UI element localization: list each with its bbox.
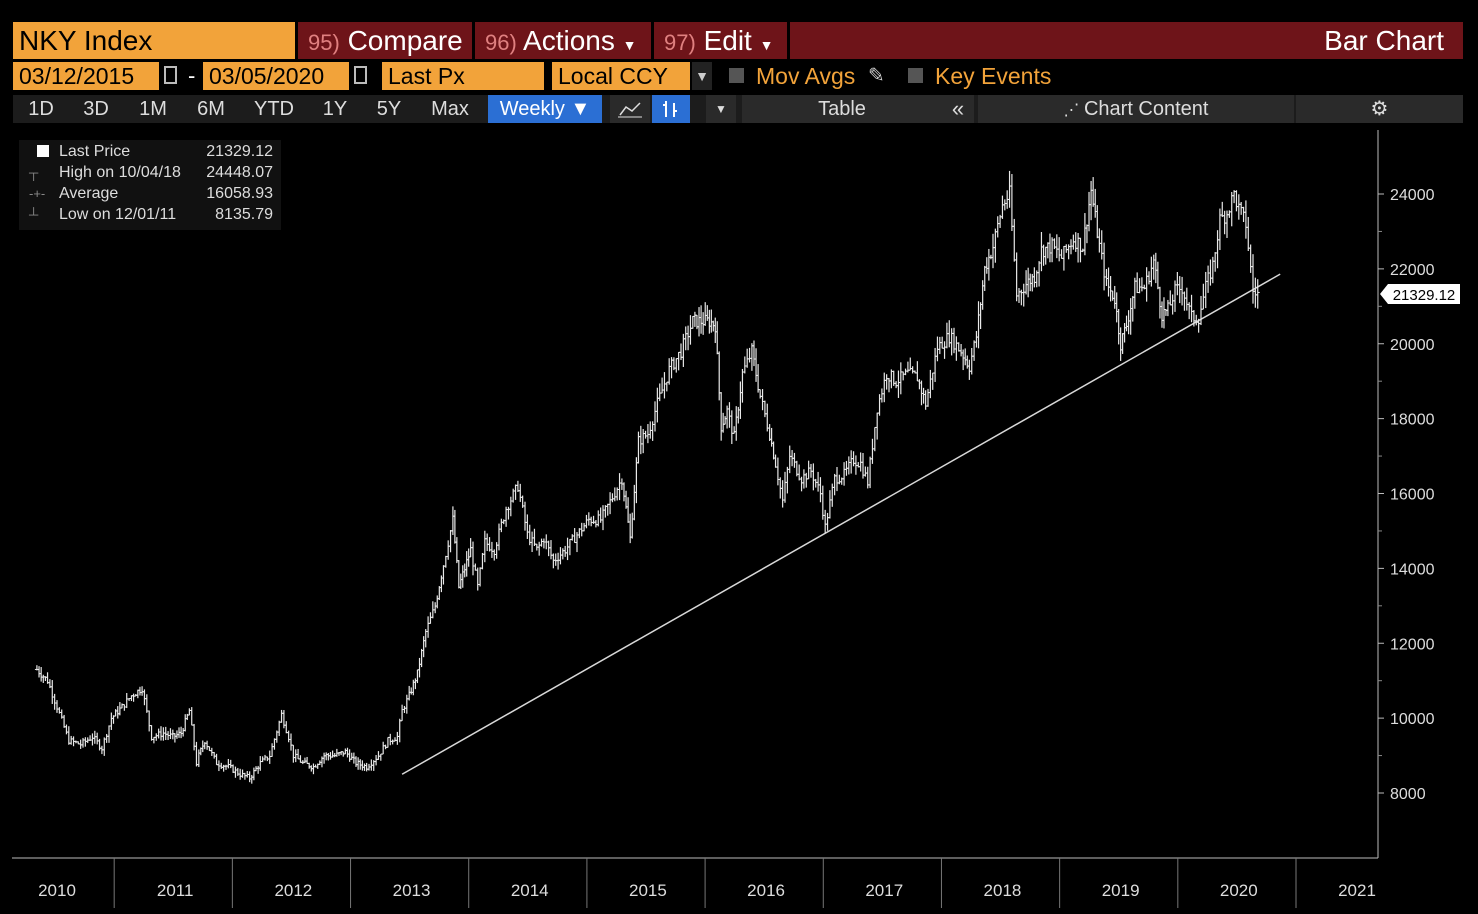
period-1m[interactable]: 1M [139,98,167,120]
compare-button[interactable]: 95) Compare [298,22,472,59]
x-tick-label: 2010 [38,881,76,900]
x-tick-label: 2015 [629,881,667,900]
actions-button[interactable]: 96) Actions ▼ [475,22,651,59]
chart-content-icon: ⋰ [1063,102,1084,119]
legend-high-value: 24448.07 [206,164,273,181]
chevron-down-icon: ▼ [759,37,774,53]
average-marker-icon: -+- [29,186,46,201]
edit-button[interactable]: 97) Edit ▼ [654,22,787,59]
period-6m[interactable]: 6M [197,98,225,120]
y-tick-label: 14000 [1390,561,1435,578]
x-tick-label: 2011 [157,881,194,900]
y-tick-label: 24000 [1390,187,1435,204]
x-tick-label: 2019 [1102,881,1140,900]
legend-last: Last Price 21329.12 [19,141,281,162]
actions-label: Actions [523,25,615,56]
x-tick-label: 2014 [511,881,549,900]
x-tick-label: 2021 [1338,881,1376,900]
mov-avgs-label[interactable]: Mov Avgs [756,63,856,89]
x-tick-label: 2018 [984,881,1022,900]
period-1d[interactable]: 1D [28,98,54,120]
key-events-checkbox[interactable] [908,68,923,83]
period-max[interactable]: Max [431,98,469,120]
x-tick-label: 2012 [274,881,312,900]
mov-avgs-checkbox[interactable] [729,68,744,83]
price-legend: Last Price 21329.12 ┬ High on 10/04/18 2… [19,140,281,230]
chart-content-label: Chart Content [1083,98,1209,120]
high-marker-icon: ┬ [29,165,39,180]
y-tick-label: 12000 [1390,636,1435,653]
separator [295,22,298,59]
y-tick-label: 10000 [1390,711,1435,728]
legend-high: ┬ High on 10/04/18 24448.07 [19,162,281,183]
separator [651,22,654,59]
gear-icon[interactable]: ⚙ [1296,95,1463,123]
x-tick-label: 2016 [747,881,785,900]
bar-chart-icon[interactable] [652,95,690,123]
calendar-icon[interactable] [354,66,367,84]
legend-average: -+- Average 16058.93 [19,183,281,204]
legend-swatch [37,145,49,157]
y-tick-label: 8000 [1390,786,1426,803]
separator [787,22,790,59]
collapse-icon[interactable]: « [942,95,974,123]
chevron-down-icon: ▼ [622,37,637,53]
chevron-down-icon[interactable]: ▼ [692,62,712,90]
compare-number: 95) [308,30,340,55]
y-tick-label: 18000 [1390,412,1435,429]
key-events-label[interactable]: Key Events [935,63,1052,89]
separator [472,22,475,59]
x-tick-label: 2020 [1220,881,1258,900]
trendline [401,273,1281,775]
legend-last-label: Last Price [59,143,131,160]
period-ytd[interactable]: YTD [254,98,294,120]
x-tick-label: 2013 [393,881,431,900]
legend-low-value: 8135.79 [215,206,273,223]
frequency-dropdown[interactable]: Weekly ▼ [488,95,602,123]
y-tick-label: 22000 [1390,262,1435,279]
legend-low: ┴ Low on 12/01/11 8135.79 [19,204,281,225]
price-field[interactable]: Last Px [382,62,544,90]
actions-number: 96) [485,30,517,55]
last-price-label: 21329.12 [1393,287,1456,304]
pencil-icon[interactable]: ✎ [868,65,885,87]
last-price-tag [1380,283,1460,304]
end-date-field[interactable]: 03/05/2020 [203,62,349,90]
period-5y[interactable]: 5Y [376,98,402,120]
edit-label: Edit [703,25,752,56]
period-1y[interactable]: 1Y [322,98,348,120]
edit-number: 97) [664,30,696,55]
currency-field[interactable]: Local CCY [552,62,690,90]
period-3d[interactable]: 3D [83,98,109,120]
legend-low-label: Low on 12/01/11 [59,206,177,223]
chart-type-title: Bar Chart [1324,25,1444,56]
low-marker-icon: ┴ [29,207,39,222]
y-tick-label: 20000 [1390,337,1435,354]
chevron-down-icon[interactable]: ▼ [706,95,736,123]
legend-high-label: High on 10/04/18 [59,164,181,181]
date-range-dash: - [188,63,196,88]
legend-average-value: 16058.93 [206,185,273,202]
calendar-icon[interactable] [164,66,177,84]
legend-average-label: Average [59,185,119,202]
x-tick-label: 2017 [865,881,903,900]
compare-label: Compare [347,25,463,56]
chart-content-button[interactable]: ⋰ Chart Content [978,95,1294,123]
legend-last-value: 21329.12 [206,143,273,160]
line-chart-icon[interactable] [610,95,650,123]
start-date-field[interactable]: 03/12/2015 [13,62,159,90]
table-button[interactable]: Table [742,95,942,123]
ticker-field[interactable]: NKY Index [13,22,295,59]
y-tick-label: 16000 [1390,487,1435,504]
